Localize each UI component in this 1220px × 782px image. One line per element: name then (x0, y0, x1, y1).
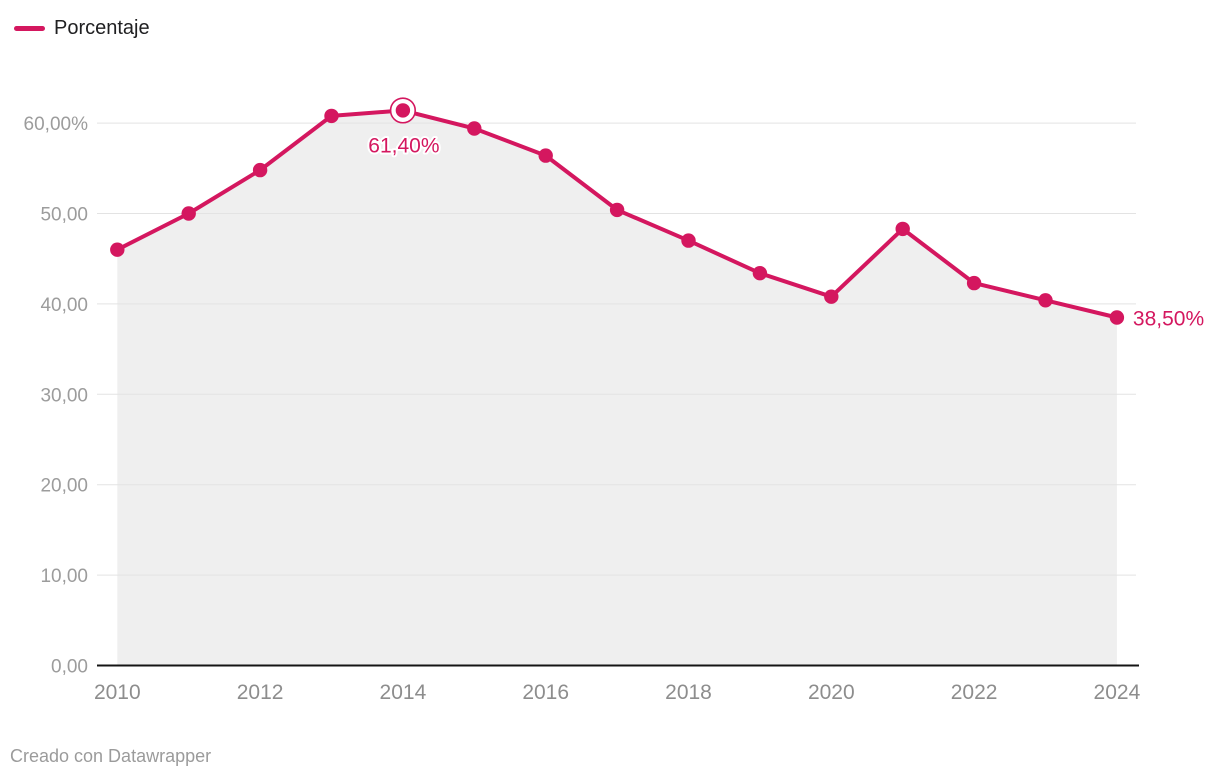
data-point[interactable] (609, 202, 625, 218)
legend-line-swatch (14, 25, 45, 31)
data-point[interactable] (395, 103, 411, 118)
x-axis-tick-label: 2018 (665, 681, 712, 704)
data-point[interactable] (538, 148, 553, 163)
data-point[interactable] (467, 121, 482, 136)
x-axis-tick-label: 2024 (1094, 681, 1141, 704)
data-point[interactable] (181, 206, 196, 221)
legend-series-label: Porcentaje (54, 17, 150, 39)
y-axis-tick-label: 30,00 (40, 385, 88, 406)
data-point[interactable] (966, 275, 982, 291)
x-axis-tick-label: 2014 (380, 681, 427, 704)
x-axis-tick-label: 2022 (951, 681, 998, 704)
legend: Porcentaje (14, 17, 150, 39)
data-point[interactable] (252, 162, 268, 178)
data-point[interactable] (895, 221, 910, 237)
y-axis-tick-label: 10,00 (40, 566, 88, 587)
value-annotation-label: 61,40% (368, 134, 439, 157)
data-point[interactable] (110, 242, 125, 257)
data-point[interactable] (1038, 293, 1053, 308)
y-axis-tick-label: 20,00 (40, 476, 88, 497)
y-axis-tick-label: 50,00 (40, 205, 88, 226)
y-axis-tick-label: 0,00 (51, 657, 88, 678)
data-point[interactable] (824, 289, 839, 304)
x-axis-tick-label: 2010 (94, 681, 141, 704)
value-annotation-label: 38,50% (1133, 307, 1204, 330)
series-area-fill (117, 110, 1117, 666)
x-axis-tick-label: 2016 (522, 681, 569, 704)
data-point[interactable] (681, 233, 696, 248)
data-point[interactable] (1109, 310, 1125, 325)
x-axis-tick-label: 2020 (808, 681, 855, 704)
data-point[interactable] (752, 266, 768, 281)
y-axis-tick-label: 40,00 (40, 295, 88, 316)
x-axis-tick-label: 2012 (237, 681, 284, 704)
y-axis-tick-label: 60,00% (24, 114, 89, 135)
datawrapper-attribution-link[interactable]: Creado con Datawrapper (10, 746, 212, 766)
data-point[interactable] (324, 108, 339, 124)
